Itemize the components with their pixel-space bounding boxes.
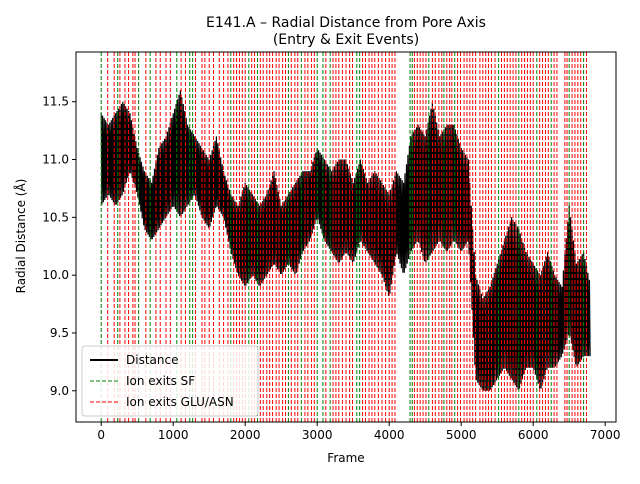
x-tick-label: 0 <box>97 428 105 442</box>
legend-box <box>81 345 259 417</box>
x-tick-label: 1000 <box>158 428 189 442</box>
x-tick-label: 3000 <box>302 428 333 442</box>
y-tick-label: 9.0 <box>50 384 69 398</box>
legend-label: Ion exits SF <box>126 374 195 388</box>
y-tick-label: 10.5 <box>42 210 69 224</box>
x-tick-label: 4000 <box>374 428 405 442</box>
x-tick-label: 5000 <box>446 428 477 442</box>
legend-label: Distance <box>126 353 178 367</box>
x-axis-label: Frame <box>327 451 364 465</box>
y-axis-label: Radial Distance (Å) <box>13 179 28 294</box>
y-tick-label: 11.0 <box>42 153 69 167</box>
x-tick-label: 2000 <box>230 428 261 442</box>
legend-label: Ion exits GLU/ASN <box>126 395 234 409</box>
y-tick-label: 10.0 <box>42 268 69 282</box>
chart-title: E141.A – Radial Distance from Pore Axis <box>206 15 486 31</box>
x-tick-label: 6000 <box>518 428 549 442</box>
distance-series-line <box>100 90 591 391</box>
x-tick-label: 7000 <box>590 428 621 442</box>
chart-subtitle: (Entry & Exit Events) <box>273 32 419 48</box>
y-tick-label: 9.5 <box>50 326 69 340</box>
plot-frame <box>75 51 617 423</box>
y-tick-label: 11.5 <box>42 95 69 109</box>
legend: Distance Ion exits SF Ion exits GLU/ASN <box>81 345 259 417</box>
